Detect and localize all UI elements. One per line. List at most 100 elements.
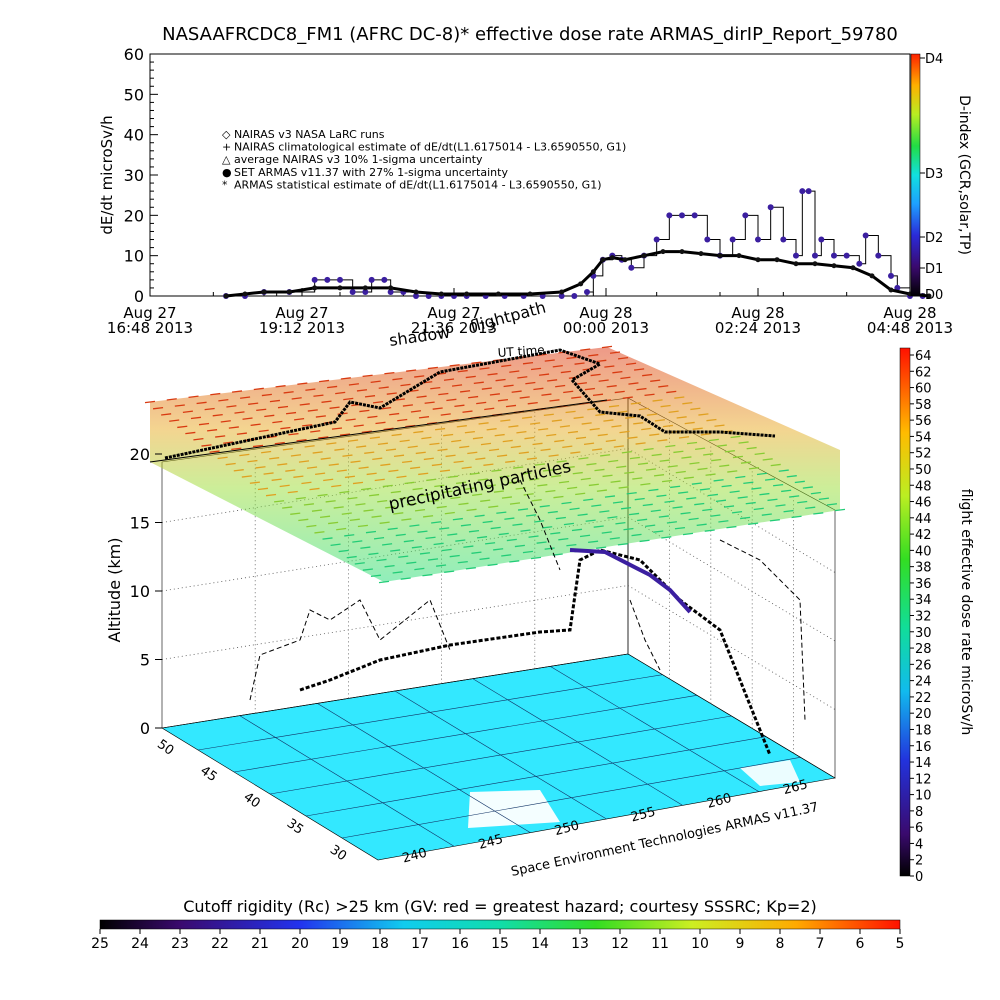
dose-plane-dash (548, 454, 559, 457)
dose-plane-dash (370, 380, 381, 383)
dose-plane-dash (692, 427, 703, 430)
dose-plane-dash (521, 472, 532, 475)
annotation-ut-time: UT time (497, 343, 545, 360)
z-tick-label: 20 (130, 445, 150, 464)
dose-plane-dash (735, 475, 746, 479)
dose-plane-dash (309, 487, 320, 491)
dose-plane-dash (414, 509, 426, 512)
dose-plane-dash (443, 433, 454, 437)
dose-plane-dash (614, 390, 625, 394)
dose-plane-dash (496, 511, 507, 514)
dose-plane-dash (454, 404, 465, 408)
dose-plane-dash (538, 428, 549, 431)
dose-plane-dash (426, 478, 437, 482)
dose-plane-dash (201, 444, 212, 447)
dose-plane-dash (694, 502, 705, 506)
dose-plane-dash (442, 490, 453, 494)
dose-plane-dash (617, 356, 629, 360)
dose-plane-dash (596, 359, 607, 363)
dose-plane-dash (339, 490, 350, 494)
dose-plane-dash (296, 439, 307, 442)
dose-plane-dash (726, 525, 737, 529)
dose-plane-dash (282, 448, 293, 451)
dose-plane-dash (431, 463, 442, 467)
dose-plane-dash (255, 466, 266, 469)
dose-plane-dash (610, 480, 621, 483)
dose-plane-dash (418, 416, 430, 419)
dose-plane-dash (543, 413, 554, 417)
dose-plane-dash (385, 506, 396, 509)
legend-entry: SET ARMAS v11.37 with 27% 1-sigma uncert… (234, 166, 508, 179)
dose-plane-dash (423, 457, 434, 461)
dose-rate-tick-label: 36 (915, 577, 932, 592)
dose-plane-dash (252, 444, 264, 448)
dose-plane-dash (791, 515, 802, 519)
dose-plane-dash (307, 409, 318, 412)
dose-plane-dash (658, 385, 669, 388)
dose-plane-dash (394, 398, 405, 401)
dose-plane-dash (572, 471, 583, 475)
dose-plane-dash (223, 441, 234, 444)
dose-plane-dash (724, 450, 735, 453)
dose-plane-dash (586, 462, 597, 466)
dose-plane-dash (778, 469, 789, 472)
dose-plane-dash (457, 369, 468, 373)
dose-plane-dash (769, 519, 780, 522)
dose-plane-dash (489, 393, 500, 396)
dose-plane-dash (423, 515, 434, 518)
dose-plane-dash (713, 479, 724, 482)
dose-plane-dash (570, 451, 581, 454)
dose-plane-dash (279, 484, 290, 488)
dose-plane-dash (775, 504, 786, 507)
dose-plane-dash (579, 534, 591, 538)
dose-plane-dash (687, 441, 698, 445)
dose-plane-dash (357, 524, 368, 528)
dose-plane-dash (437, 448, 448, 452)
dose-plane-dash (648, 488, 659, 492)
statistical-point (559, 289, 565, 295)
dose-plane-dash (498, 532, 509, 536)
dose-plane-dash (662, 424, 674, 428)
dose-rate-tick-label: 16 (915, 740, 932, 755)
dose-plane-dash (497, 398, 509, 402)
dose-plane-dash (405, 424, 416, 428)
dose-plane-dash (683, 476, 694, 480)
dose-plane-dash (312, 451, 323, 454)
dose-plane-dash (534, 463, 546, 466)
dose-plane-dash (345, 418, 356, 421)
dose-plane-dash (304, 445, 315, 448)
latitude-tick-label: 50 (154, 737, 176, 759)
dose-plane-dash (597, 433, 608, 437)
dose-plane-dash (681, 456, 692, 459)
legend-symbol: ● (222, 166, 232, 179)
legend-entry: NAIRAS climatological estimate of dE/dt(… (234, 141, 626, 154)
dose-plane-dash (541, 393, 552, 396)
dose-plane-dash (512, 523, 523, 526)
dose-plane-dash (606, 385, 617, 388)
dose-plane-dash (559, 480, 570, 484)
dose-plane-dash (789, 495, 800, 498)
dose-plane-dash (392, 571, 403, 574)
dose-plane-dash (488, 505, 499, 508)
dose-plane-dash (290, 512, 301, 515)
rigidity-tick-label: 7 (816, 936, 825, 952)
x-tick-label-date: Aug 27 (275, 304, 328, 322)
dose-plane-dash (487, 563, 498, 567)
armas-point (362, 288, 369, 295)
dose-plane-dash (813, 512, 824, 515)
dose-plane-dash (468, 529, 480, 533)
dose-plane-dash (277, 405, 289, 409)
dose-plane-dash (555, 516, 566, 520)
dose-plane-dash (699, 488, 710, 491)
dose-plane-dash (805, 506, 816, 510)
dose-plane-dash (297, 382, 308, 385)
x-tick-label-date: Aug 27 (427, 304, 480, 322)
dose-plane-dash (534, 520, 545, 523)
dose-plane-dash (384, 564, 395, 568)
dose-rate-colorbar-ticks: 6462605856545250484644424038363432302826… (910, 349, 932, 885)
dose-plane-dash (335, 391, 346, 395)
dose-plane-dash (465, 375, 476, 379)
dose-plane-dash (653, 474, 665, 477)
dose-plane-dash (385, 448, 397, 452)
